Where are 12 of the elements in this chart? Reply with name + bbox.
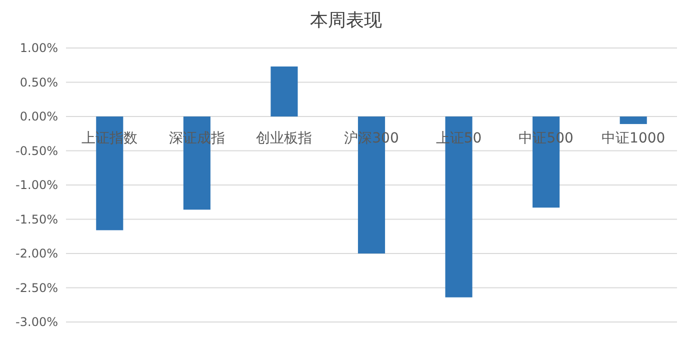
y-tick-label: -1.00% xyxy=(16,178,58,192)
y-tick-label: -2.00% xyxy=(16,246,58,260)
chart-title: 本周表现 xyxy=(310,10,382,31)
y-tick-label: 0.50% xyxy=(20,75,58,90)
y-tick-label: -2.50% xyxy=(16,280,58,295)
y-tick-label: 1.00% xyxy=(20,41,58,55)
y-tick-label: -1.50% xyxy=(16,212,58,226)
x-tick-label: 创业板指 xyxy=(256,130,312,146)
y-tick-label: -0.50% xyxy=(16,144,58,158)
y-tick-label: 0.00% xyxy=(20,110,58,124)
x-tick-label: 中证1000 xyxy=(602,130,666,146)
y-tick-label: -3.00% xyxy=(16,315,58,329)
